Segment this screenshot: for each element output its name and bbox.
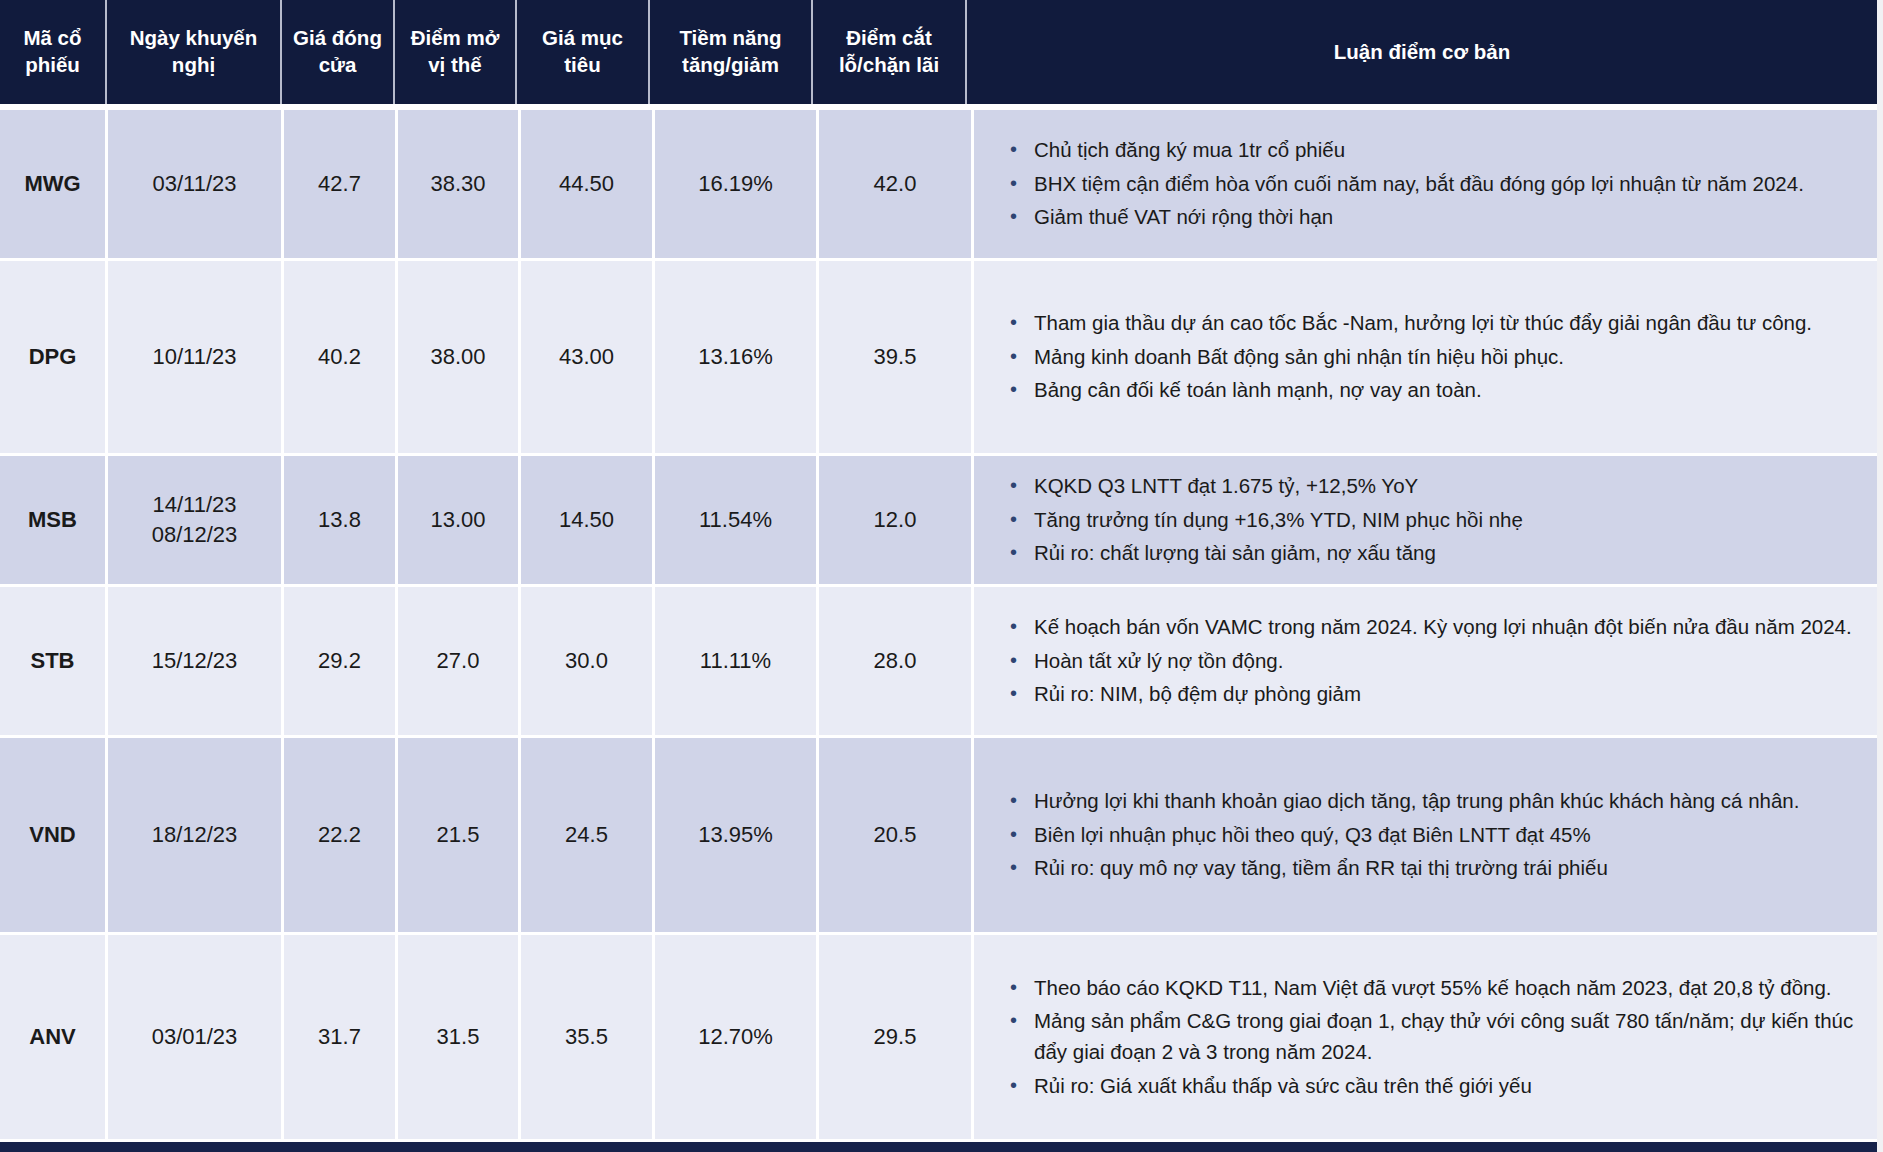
thesis-bullet: Giảm thuế VAT nới rộng thời hạn — [1002, 202, 1804, 233]
thesis-cell: Chủ tịch đăng ký mua 1tr cổ phiếu BHX ti… — [974, 110, 1877, 258]
target-price: 14.50 — [521, 456, 652, 584]
thesis-list: Theo báo cáo KQKD T11, Nam Việt đã vượt … — [1002, 970, 1859, 1105]
close-price: 29.2 — [284, 587, 395, 735]
upside-potential: 13.95% — [655, 738, 816, 932]
table-row-dpg: DPG 10/11/23 40.2 38.00 43.00 13.16% 39.… — [0, 261, 1877, 453]
thesis-cell: KQKD Q3 LNTT đạt 1.675 tỷ, +12,5% YoY Tă… — [974, 456, 1877, 584]
upside-potential: 11.54% — [655, 456, 816, 584]
col-header-open-point: Điểm mở vị thế — [395, 0, 515, 104]
open-position-point: 31.5 — [398, 935, 518, 1139]
upside-potential: 11.11% — [655, 587, 816, 735]
thesis-bullet: Rủi ro: quy mô nợ vay tăng, tiềm ẩn RR t… — [1002, 853, 1799, 884]
upside-potential: 16.19% — [655, 110, 816, 258]
stoploss-point: 39.5 — [819, 261, 971, 453]
table-row-mwg: MWG 03/11/23 42.7 38.30 44.50 16.19% 42.… — [0, 110, 1877, 258]
close-price: 13.8 — [284, 456, 395, 584]
table-row-msb: MSB 14/11/23 08/12/23 13.8 13.00 14.50 1… — [0, 456, 1877, 584]
open-position-point: 21.5 — [398, 738, 518, 932]
bottom-accent-bar — [0, 1142, 1877, 1152]
stoploss-point: 42.0 — [819, 110, 971, 258]
thesis-list: KQKD Q3 LNTT đạt 1.675 tỷ, +12,5% YoY Tă… — [1002, 468, 1523, 572]
open-position-point: 38.00 — [398, 261, 518, 453]
stoploss-point: 12.0 — [819, 456, 971, 584]
thesis-cell: Theo báo cáo KQKD T11, Nam Việt đã vượt … — [974, 935, 1877, 1139]
thesis-cell: Hưởng lợi khi thanh khoản giao dịch tăng… — [974, 738, 1877, 932]
target-price: 43.00 — [521, 261, 652, 453]
target-price: 35.5 — [521, 935, 652, 1139]
thesis-bullet: Mảng sản phẩm C&G trong giai đoạn 1, chạ… — [1002, 1006, 1859, 1068]
stock-code: ANV — [0, 935, 105, 1139]
stoploss-point: 20.5 — [819, 738, 971, 932]
col-header-stoploss: Điểm cắt lỗ/chặn lãi — [813, 0, 965, 104]
col-header-thesis: Luận điểm cơ bản — [967, 0, 1877, 104]
stock-recommendation-table: Mã cổ phiếu Ngày khuyến nghị Giá đóng cử… — [0, 0, 1883, 1152]
thesis-bullet: Hoàn tất xử lý nợ tồn động. — [1002, 646, 1852, 677]
col-header-target-price: Giá mục tiêu — [517, 0, 648, 104]
stock-code: MSB — [0, 456, 105, 584]
table-row-stb: STB 15/12/23 29.2 27.0 30.0 11.11% 28.0 … — [0, 587, 1877, 735]
table-row-anv: ANV 03/01/23 31.7 31.5 35.5 12.70% 29.5 … — [0, 935, 1877, 1139]
thesis-bullet: Bảng cân đối kế toán lành mạnh, nợ vay a… — [1002, 375, 1812, 406]
recommendation-date: 03/01/23 — [108, 935, 281, 1139]
table-header-row: Mã cổ phiếu Ngày khuyến nghị Giá đóng cử… — [0, 0, 1877, 104]
stock-code: STB — [0, 587, 105, 735]
thesis-cell: Tham gia thầu dự án cao tốc Bắc -Nam, hư… — [974, 261, 1877, 453]
thesis-bullet: Tham gia thầu dự án cao tốc Bắc -Nam, hư… — [1002, 308, 1812, 339]
col-header-stock-code: Mã cổ phiếu — [0, 0, 105, 104]
stoploss-point: 28.0 — [819, 587, 971, 735]
close-price: 22.2 — [284, 738, 395, 932]
stock-code: MWG — [0, 110, 105, 258]
thesis-list: Tham gia thầu dự án cao tốc Bắc -Nam, hư… — [1002, 305, 1812, 409]
upside-potential: 12.70% — [655, 935, 816, 1139]
thesis-bullet: Chủ tịch đăng ký mua 1tr cổ phiếu — [1002, 135, 1804, 166]
thesis-bullet: Rủi ro: Giá xuất khẩu thấp và sức cầu tr… — [1002, 1071, 1859, 1102]
thesis-bullet: BHX tiệm cận điểm hòa vốn cuối năm nay, … — [1002, 169, 1804, 200]
thesis-list: Hưởng lợi khi thanh khoản giao dịch tăng… — [1002, 783, 1799, 887]
stoploss-point: 29.5 — [819, 935, 971, 1139]
stock-code: VND — [0, 738, 105, 932]
col-header-close-price: Giá đóng cửa — [282, 0, 393, 104]
close-price: 31.7 — [284, 935, 395, 1139]
target-price: 30.0 — [521, 587, 652, 735]
recommendation-date: 18/12/23 — [108, 738, 281, 932]
thesis-bullet: Rủi ro: NIM, bộ đệm dự phòng giảm — [1002, 679, 1852, 710]
stock-code: DPG — [0, 261, 105, 453]
thesis-cell: Kế hoạch bán vốn VAMC trong năm 2024. Kỳ… — [974, 587, 1877, 735]
col-header-recommend-date: Ngày khuyến nghị — [107, 0, 280, 104]
target-price: 44.50 — [521, 110, 652, 258]
recommendation-date: 03/11/23 — [108, 110, 281, 258]
close-price: 42.7 — [284, 110, 395, 258]
thesis-bullet: Tăng trưởng tín dụng +16,3% YTD, NIM phụ… — [1002, 505, 1523, 536]
table-row-vnd: VND 18/12/23 22.2 21.5 24.5 13.95% 20.5 … — [0, 738, 1877, 932]
thesis-list: Kế hoạch bán vốn VAMC trong năm 2024. Kỳ… — [1002, 609, 1852, 713]
recommendation-date: 14/11/23 08/12/23 — [108, 456, 281, 584]
upside-potential: 13.16% — [655, 261, 816, 453]
thesis-bullet: Kế hoạch bán vốn VAMC trong năm 2024. Kỳ… — [1002, 612, 1852, 643]
open-position-point: 38.30 — [398, 110, 518, 258]
recommendation-date: 15/12/23 — [108, 587, 281, 735]
recommendation-date: 10/11/23 — [108, 261, 281, 453]
col-header-potential: Tiềm năng tăng/giảm — [650, 0, 811, 104]
open-position-point: 27.0 — [398, 587, 518, 735]
thesis-bullet: Biên lợi nhuận phục hồi theo quý, Q3 đạt… — [1002, 820, 1799, 851]
thesis-bullet: Hưởng lợi khi thanh khoản giao dịch tăng… — [1002, 786, 1799, 817]
target-price: 24.5 — [521, 738, 652, 932]
thesis-bullet: Theo báo cáo KQKD T11, Nam Việt đã vượt … — [1002, 973, 1859, 1004]
thesis-list: Chủ tịch đăng ký mua 1tr cổ phiếu BHX ti… — [1002, 132, 1804, 236]
open-position-point: 13.00 — [398, 456, 518, 584]
thesis-bullet: Mảng kinh doanh Bất động sản ghi nhận tí… — [1002, 342, 1812, 373]
thesis-bullet: Rủi ro: chất lượng tài sản giảm, nợ xấu … — [1002, 538, 1523, 569]
thesis-bullet: KQKD Q3 LNTT đạt 1.675 tỷ, +12,5% YoY — [1002, 471, 1523, 502]
close-price: 40.2 — [284, 261, 395, 453]
